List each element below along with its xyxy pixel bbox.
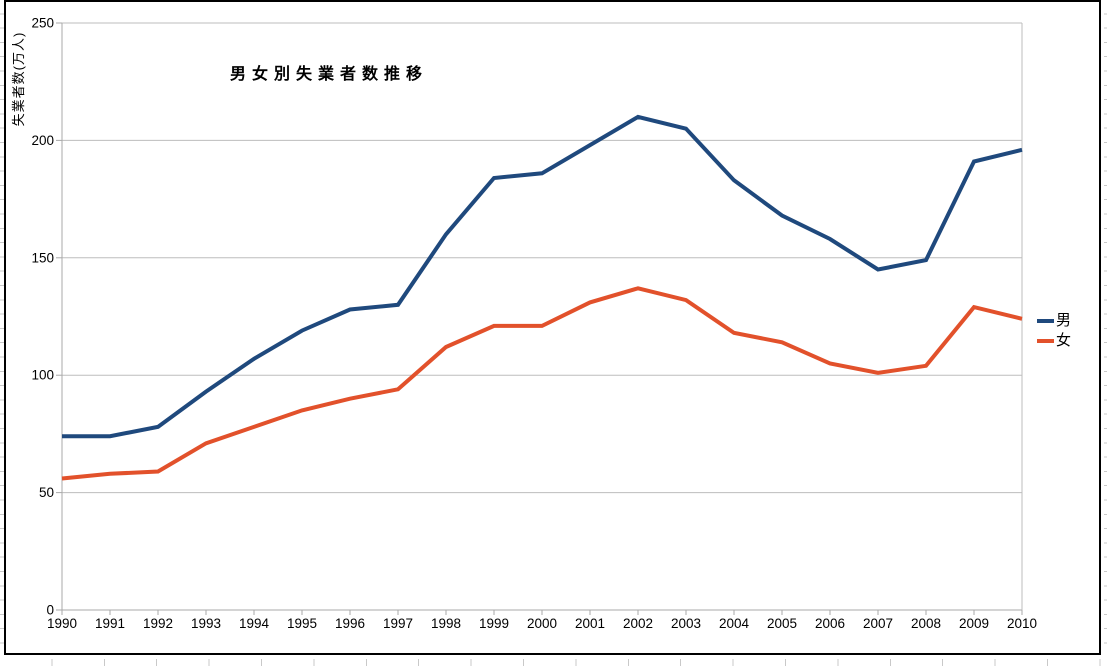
chart-object-frame[interactable] [4, 0, 1101, 655]
legend-item-female[interactable]: 女 [1037, 331, 1071, 351]
x-tick-label: 1992 [143, 616, 173, 631]
y-tick-label: 100 [31, 368, 54, 383]
female-series-swatch [1037, 339, 1054, 343]
x-tick-label: 2006 [815, 616, 845, 631]
y-tick-label: 50 [39, 485, 54, 500]
x-tick-label: 1997 [383, 616, 413, 631]
x-tick-label: 2000 [527, 616, 557, 631]
x-tick-label: 2004 [719, 616, 750, 631]
sheet-row-gridlines-left [0, 0, 4, 657]
chart-title: 男女別失業者数推移 [230, 66, 429, 83]
legend-item-male[interactable]: 男 [1037, 311, 1071, 331]
y-tick-label: 250 [31, 16, 54, 31]
x-tick-label: 1996 [335, 616, 365, 631]
x-tick-label: 1993 [191, 616, 221, 631]
x-tick-label: 2009 [959, 616, 989, 631]
y-tick-label: 150 [31, 250, 54, 265]
legend-label-female: 女 [1056, 332, 1072, 349]
x-tick-label: 1991 [95, 616, 125, 631]
y-tick-label: 200 [31, 133, 54, 148]
x-tick-label: 2007 [863, 616, 893, 631]
sheet-column-gridlines-bottom [0, 659, 1107, 666]
x-tick-label: 1998 [431, 616, 461, 631]
x-tick-label: 1994 [239, 616, 270, 631]
x-tick-label: 2010 [1007, 616, 1037, 631]
x-tick-label: 1990 [47, 616, 77, 631]
x-tick-label: 2008 [911, 616, 941, 631]
y-tick-label: 0 [46, 603, 54, 618]
x-tick-label: 2002 [623, 616, 653, 631]
legend: 男 女 [1037, 311, 1071, 351]
x-tick-label: 2003 [671, 616, 701, 631]
x-tick-label: 2001 [575, 616, 605, 631]
y-axis-title: 失業者数(万人) [11, 31, 26, 127]
sheet-row-gridlines-right [1104, 0, 1107, 657]
series-line-male [62, 114, 1023, 439]
legend-label-male: 男 [1056, 312, 1072, 329]
x-tick-label: 1999 [479, 616, 509, 631]
male-series-swatch [1037, 319, 1054, 323]
x-tick-label: 1995 [287, 616, 317, 631]
x-tick-label: 2005 [767, 616, 797, 631]
series-line-female [61, 286, 1023, 481]
